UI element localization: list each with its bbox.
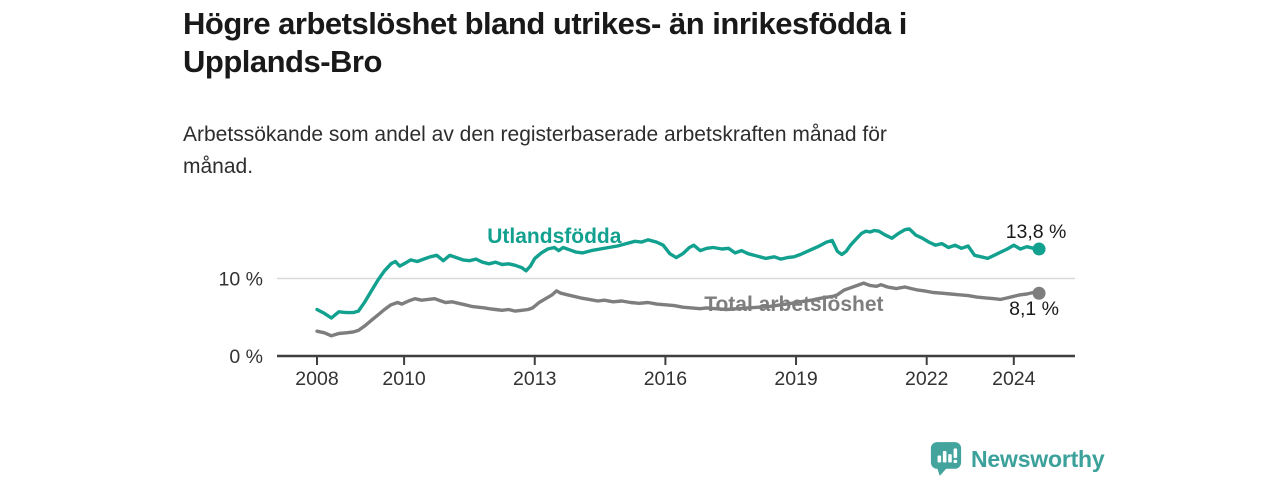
- x-tick-label-2010: 2010: [382, 368, 426, 390]
- page-title-line1: Högre arbetslöshet bland utrikes- än inr…: [183, 6, 907, 41]
- logo-exclamation-bar: [953, 448, 958, 459]
- end-dot-utlandsfodda: [1032, 242, 1046, 256]
- line-series-utlandsfodda: [315, 227, 1041, 320]
- y-axis-label-0: 0 %: [229, 346, 263, 368]
- end-value-label-total: 8,1 %: [1009, 298, 1059, 320]
- x-tick-label-2013: 2013: [513, 368, 556, 390]
- chart-canvas: 0 % 10 % 2008 2010 2013 2016 2019 2022 2024 13,8 …: [219, 221, 1075, 390]
- series-label-total: Total arbetslöshet: [704, 293, 883, 316]
- newsworthy-logo-icon: [930, 442, 962, 476]
- page-title: Högre arbetslöshet bland utrikes- än inr…: [183, 5, 1123, 81]
- page-subtitle-line2: månad.: [183, 155, 254, 178]
- logo-bar-tall: [942, 451, 947, 463]
- unemployment-line-chart: 0 % 10 % 2008 2010 2013 2016 2019 2022 2024 13,8 …: [185, 200, 1105, 405]
- x-tick-label-2016: 2016: [644, 368, 687, 390]
- page-subtitle-line1: Arbetssökande som andel av den registerb…: [183, 123, 887, 146]
- newsworthy-brand: Newsworthy: [930, 441, 1105, 477]
- logo-bar-medium: [948, 454, 952, 463]
- newsworthy-wordmark: Newsworthy: [971, 445, 1105, 472]
- page-title-line2: Upplands-Bro: [183, 44, 382, 79]
- end-value-label-utlandsfodda: 13,8 %: [1006, 221, 1067, 243]
- x-tick-label-2019: 2019: [774, 368, 817, 390]
- x-tick-label-2022: 2022: [905, 368, 948, 390]
- series-label-utlandsfodda: Utlandsfödda: [487, 225, 621, 248]
- x-tick-label-2024: 2024: [992, 368, 1036, 390]
- logo-bar-short: [937, 455, 942, 463]
- page-subtitle: Arbetssökande som andel av den registerb…: [183, 119, 1083, 183]
- line-series-total: [315, 281, 1041, 338]
- end-dot-total: [1032, 286, 1046, 300]
- y-axis-label-10: 10 %: [219, 269, 263, 291]
- logo-exclamation-dot: [953, 459, 958, 463]
- x-tick-label-2008: 2008: [295, 368, 338, 390]
